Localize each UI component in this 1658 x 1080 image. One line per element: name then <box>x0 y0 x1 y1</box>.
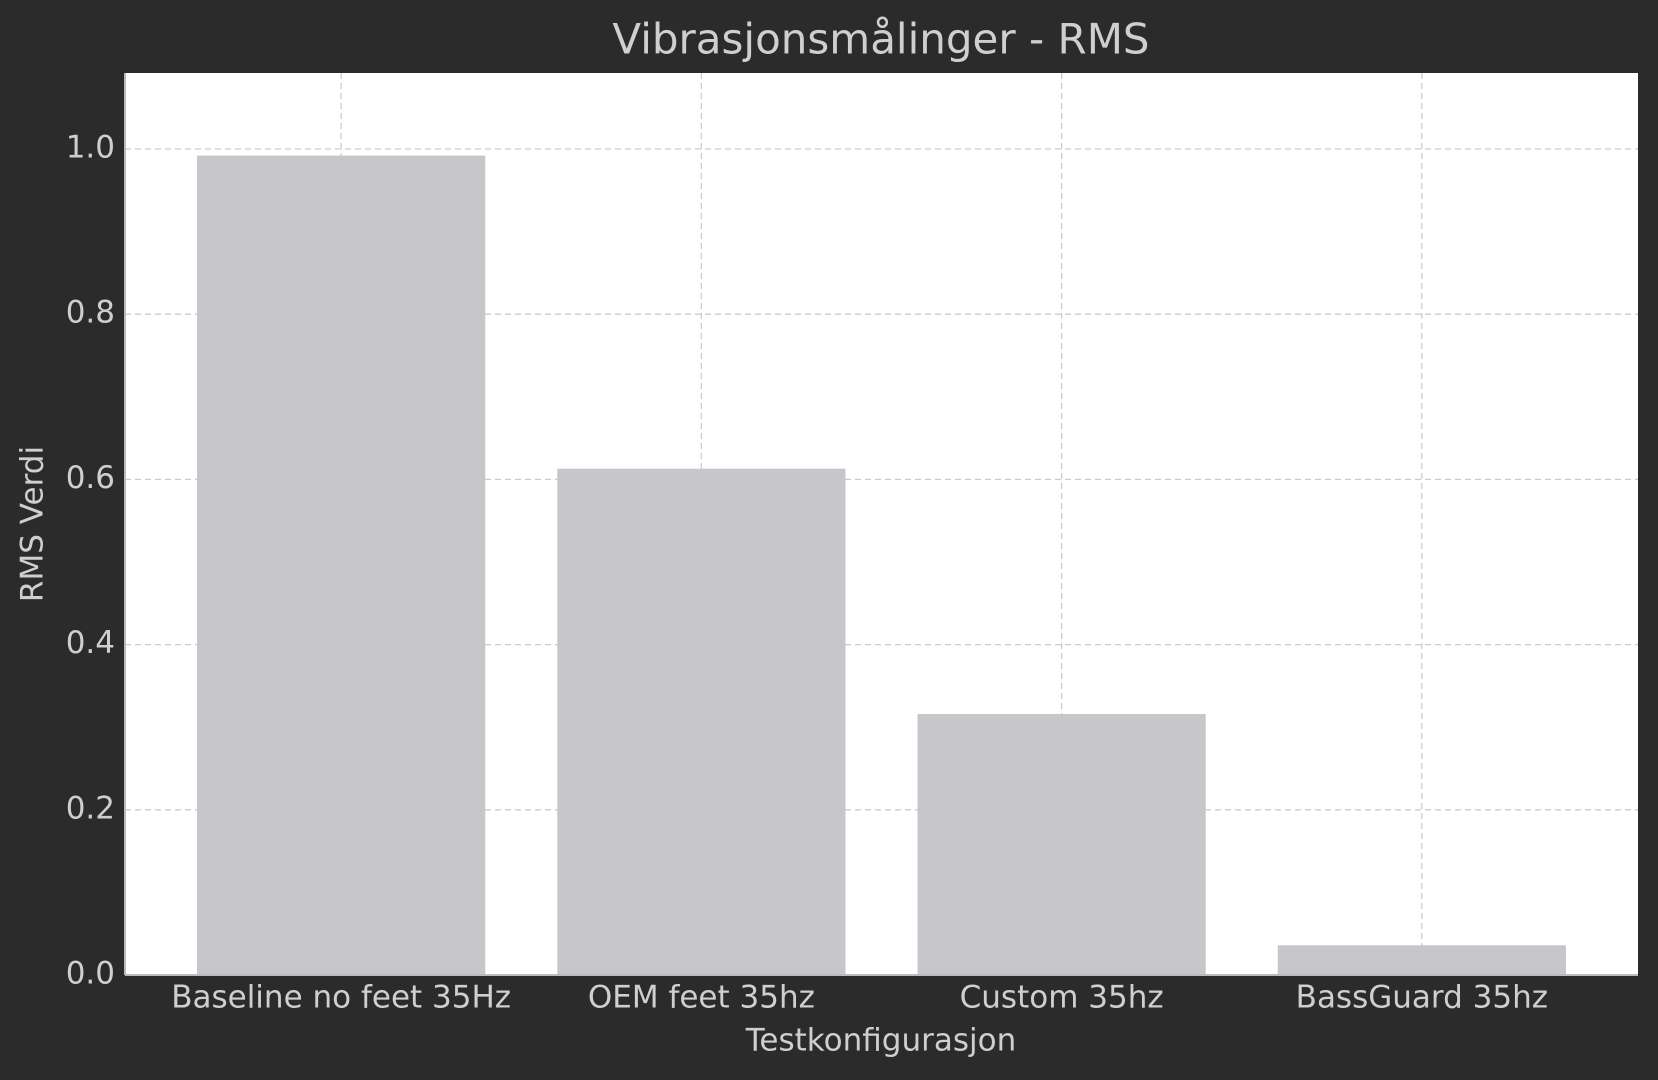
x-tick-label: Custom 35hz <box>960 980 1164 1016</box>
bar <box>557 468 846 975</box>
bar <box>197 155 486 976</box>
y-tick-label: 0.2 <box>66 790 115 826</box>
bar <box>1277 945 1566 975</box>
x-axis-label: Testkonfigurasjon <box>745 1023 1016 1059</box>
y-axis-label: RMS Verdi <box>15 446 51 602</box>
y-tick-label: 0.4 <box>66 625 115 661</box>
x-tick-label: Baseline no feet 35Hz <box>171 980 511 1016</box>
chart-title: Vibrasjonsmålinger - RMS <box>612 15 1149 64</box>
x-tick-label: BassGuard 35hz <box>1296 980 1548 1016</box>
y-tick-label: 1.0 <box>66 129 115 165</box>
x-tick-label: OEM feet 35hz <box>588 980 815 1016</box>
y-tick-label: 0.0 <box>66 956 115 992</box>
bar <box>917 713 1206 975</box>
y-tick-label: 0.8 <box>66 295 115 331</box>
y-tick-label: 0.6 <box>66 460 115 496</box>
